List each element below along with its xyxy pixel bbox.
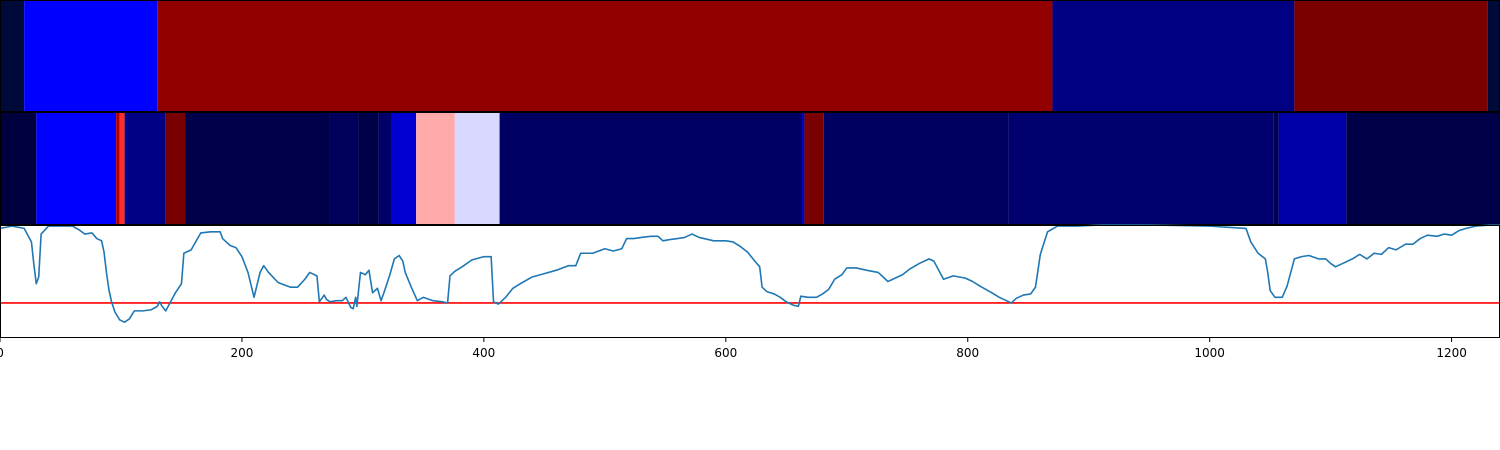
heatmap-cell <box>0 112 37 225</box>
heatmap-cell <box>1273 112 1279 225</box>
heatmap-cell <box>802 112 805 225</box>
heatmap-cell <box>24 0 158 112</box>
heatmap-cell <box>165 112 186 225</box>
heatmap-cell <box>157 0 1053 112</box>
x-axis: 0 200 400 600 800 1000 1200 <box>0 338 1467 360</box>
heatmap-cell <box>1052 0 1295 112</box>
heatmap-cell <box>1278 112 1347 225</box>
heatmap-cell <box>119 112 125 225</box>
heatmap-cell <box>185 112 330 225</box>
heatmap-cell <box>116 112 120 225</box>
heatmap-cell <box>1008 112 1274 225</box>
x-tick-label: 1200 <box>1436 346 1467 360</box>
line-panel <box>0 224 1500 323</box>
heatmap-cell <box>329 112 359 225</box>
heatmap-cell <box>124 112 128 225</box>
heatmap-cell <box>378 112 392 225</box>
heatmap-cell <box>1346 112 1500 225</box>
heatmap-cell <box>416 112 455 225</box>
heatmap-cell <box>36 112 117 225</box>
x-tick-label: 800 <box>956 346 979 360</box>
x-tick-label: 400 <box>472 346 495 360</box>
heatmap-cell <box>358 112 379 225</box>
heatmap-cell <box>0 0 25 112</box>
x-tick-label: 1000 <box>1194 346 1225 360</box>
heatmap-cell <box>823 112 1009 225</box>
heatmap-panel-top <box>0 0 1500 112</box>
heatmap-cell <box>1294 0 1488 112</box>
x-tick-label: 0 <box>0 346 4 360</box>
x-tick-label: 600 <box>714 346 737 360</box>
heatmap-panel-middle <box>0 112 1500 225</box>
signal-line <box>0 224 1500 323</box>
heatmap-cell <box>454 112 500 225</box>
heatmap-cell <box>804 112 824 225</box>
heatmap-cell <box>499 112 803 225</box>
heatmap-cell <box>391 112 417 225</box>
x-tick-label: 200 <box>230 346 253 360</box>
heatmap-cell <box>1487 0 1500 112</box>
heatmap-cell <box>127 112 166 225</box>
